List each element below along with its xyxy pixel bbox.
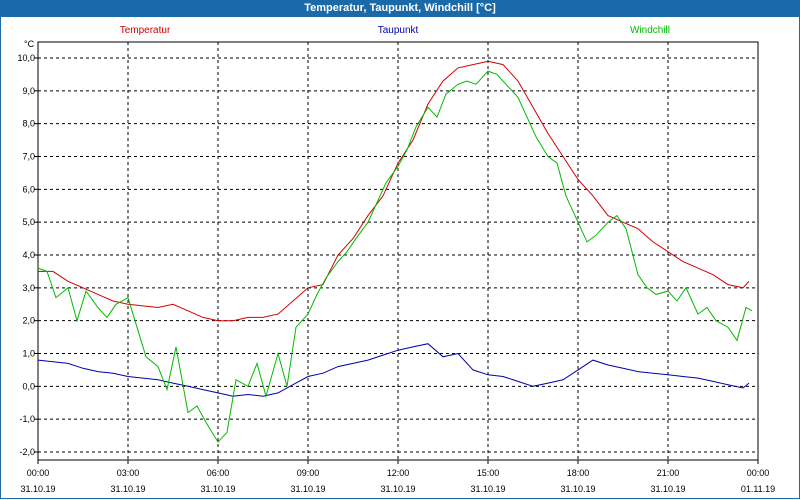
x-tick-date: 31.10.19 bbox=[290, 484, 325, 494]
y-tick-label: 4,0 bbox=[22, 250, 35, 260]
y-tick-label: 6,0 bbox=[22, 184, 35, 194]
x-tick-time: 06:00 bbox=[207, 468, 230, 478]
x-axis-ticks: 00:00 31.10.19 03:00 31.10.19 06:00 31.10.19 0… bbox=[20, 460, 775, 494]
legend-item-temperatur: Temperatur bbox=[120, 25, 171, 36]
y-tick-label: 7,0 bbox=[22, 152, 35, 162]
x-tick-date: 01.11.19 bbox=[741, 484, 775, 494]
series-line-windchill bbox=[37, 70, 753, 443]
x-tick-date: 31.10.19 bbox=[650, 484, 685, 494]
x-tick-time: 21:00 bbox=[657, 468, 680, 478]
y-tick-label: 8,0 bbox=[22, 119, 35, 129]
legend-item-taupunkt: Taupunkt bbox=[378, 25, 419, 36]
series-lines bbox=[37, 60, 753, 443]
x-tick-date: 31.10.19 bbox=[470, 484, 505, 494]
y-axis-ticks: 10,0 9,0 8,0 7,0 6,0 5,0 4,0 3,0 2,0 1,0 0,0 -1,0 -2… bbox=[17, 53, 38, 457]
y-tick-label: 10,0 bbox=[17, 53, 35, 63]
x-tick-time: 03:00 bbox=[117, 468, 140, 478]
x-tick-date: 31.10.19 bbox=[110, 484, 145, 494]
y-axis-unit-label: °C bbox=[24, 39, 35, 49]
x-tick-time: 09:00 bbox=[297, 468, 320, 478]
y-tick-label: 2,0 bbox=[22, 316, 35, 326]
legend: Temperatur Taupunkt Windchill bbox=[120, 25, 670, 36]
series-line-temperatur bbox=[38, 60, 750, 322]
y-tick-label: -2,0 bbox=[19, 447, 35, 457]
y-tick-label: -1,0 bbox=[19, 414, 35, 424]
y-tick-label: 5,0 bbox=[22, 217, 35, 227]
y-tick-label: 9,0 bbox=[22, 86, 35, 96]
legend-item-windchill: Windchill bbox=[630, 25, 670, 36]
x-tick-date: 31.10.19 bbox=[200, 484, 235, 494]
y-tick-label: 3,0 bbox=[22, 283, 35, 293]
grid-lines bbox=[38, 42, 758, 460]
x-tick-time: 00:00 bbox=[747, 468, 770, 478]
y-tick-label: 1,0 bbox=[22, 349, 35, 359]
x-tick-time: 18:00 bbox=[567, 468, 590, 478]
series-line-taupunkt bbox=[37, 343, 750, 397]
x-tick-time: 15:00 bbox=[477, 468, 500, 478]
x-tick-date: 31.10.19 bbox=[380, 484, 415, 494]
window-title: Temperatur, Taupunkt, Windchill [°C] bbox=[0, 0, 800, 17]
x-tick-date: 31.10.19 bbox=[20, 484, 55, 494]
x-tick-date: 31.10.19 bbox=[560, 484, 595, 494]
x-tick-time: 00:00 bbox=[27, 468, 50, 478]
x-tick-time: 12:00 bbox=[387, 468, 410, 478]
y-tick-label: 0,0 bbox=[22, 381, 35, 391]
